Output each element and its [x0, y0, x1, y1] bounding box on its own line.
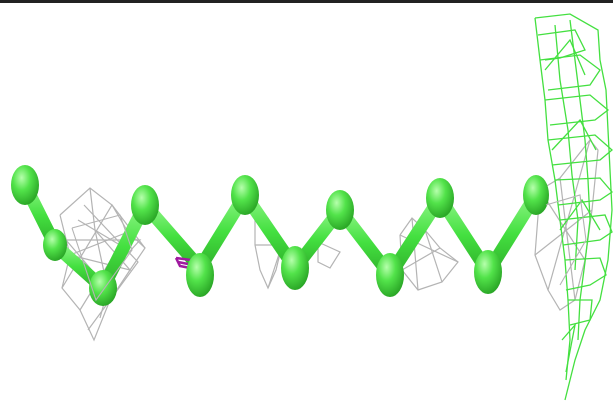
- atom-11: [474, 250, 502, 294]
- atom-12: [523, 175, 549, 215]
- atom-3: [89, 270, 117, 306]
- atom-5: [186, 253, 214, 297]
- atom-6: [231, 175, 259, 215]
- atom-9: [376, 253, 404, 297]
- atom-4: [131, 185, 159, 225]
- atom-1: [11, 165, 39, 205]
- ligand-density-mesh: [534, 13, 613, 401]
- density-mesh-front: [71, 194, 587, 302]
- atom-10: [426, 178, 454, 218]
- atom-8: [326, 190, 354, 230]
- atom-7: [281, 246, 309, 290]
- atom-2: [43, 229, 67, 261]
- top-border: [0, 0, 613, 3]
- backbone-atoms: [11, 165, 549, 306]
